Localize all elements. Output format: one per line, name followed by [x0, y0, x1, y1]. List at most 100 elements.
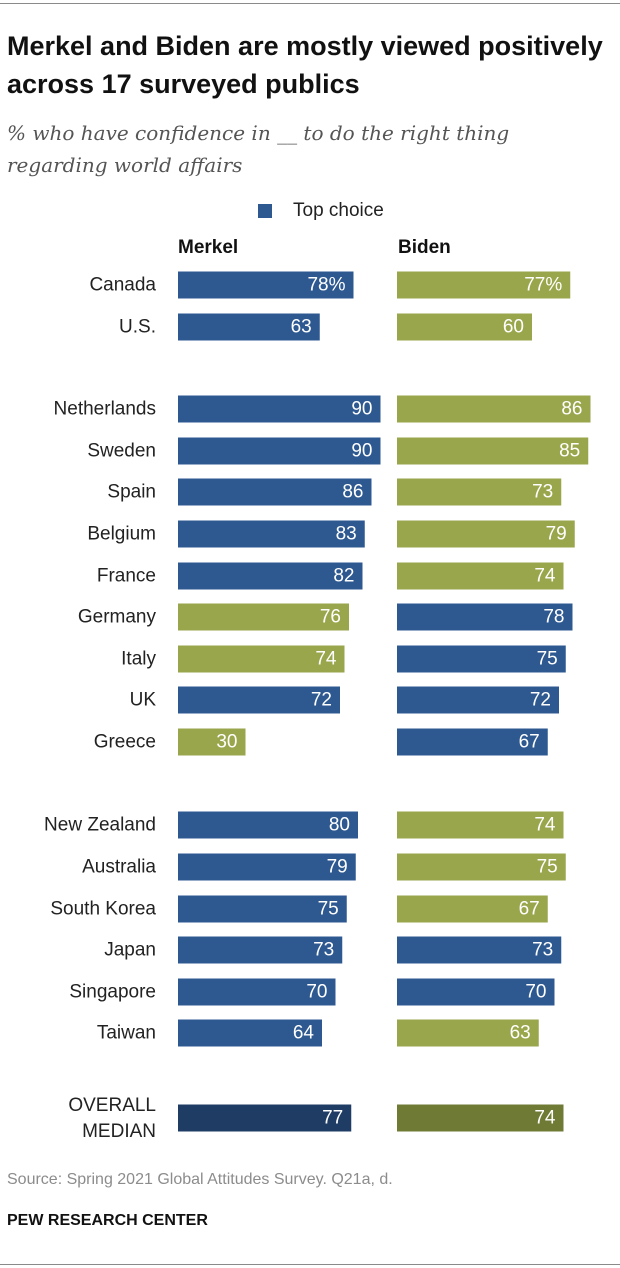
- merkel-spain-value-label: 86: [342, 482, 363, 503]
- biden-sweden-value-label: 85: [559, 441, 580, 462]
- merkel-japan-bar: [178, 936, 343, 964]
- biden-overall-median-bar: [397, 1104, 564, 1132]
- merkel-spain-bar: [178, 478, 372, 506]
- column-header-merkel: Merkel: [178, 237, 239, 258]
- merkel-new-zealand-bar: [178, 811, 358, 839]
- biden-uk-bar: [397, 686, 559, 714]
- merkel-france-bar: [178, 562, 363, 590]
- merkel-south-korea-value-label: 75: [318, 899, 339, 920]
- row-label-germany: Germany: [78, 607, 157, 628]
- row-label-taiwan: Taiwan: [97, 1023, 156, 1044]
- merkel-france-value-label: 82: [333, 566, 354, 587]
- biden-south-korea-value-label: 67: [519, 899, 540, 920]
- merkel-germany-value-label: 76: [320, 607, 341, 628]
- merkel-germany-bar: [178, 603, 349, 631]
- biden-france-value-label: 74: [534, 566, 556, 587]
- bottom-rule: [0, 1264, 620, 1265]
- biden-singapore-value-label: 70: [525, 982, 546, 1003]
- chart-title: Merkel and Biden are mostly viewed posit…: [7, 31, 603, 99]
- biden-japan-bar: [397, 936, 562, 964]
- row-label-south-korea: South Korea: [50, 899, 156, 920]
- biden-canada-bar: [397, 271, 571, 299]
- merkel-canada-value-label: 78%: [307, 275, 345, 296]
- biden-spain-value-label: 73: [532, 482, 553, 503]
- merkel-uk-value-label: 72: [311, 690, 332, 711]
- row-label-netherlands: Netherlands: [54, 399, 156, 420]
- merkel-uk-bar: [178, 686, 340, 714]
- biden-australia-value-label: 75: [537, 857, 558, 878]
- biden-australia-bar: [397, 853, 566, 881]
- biden-taiwan-bar: [397, 1019, 539, 1047]
- biden-belgium-value-label: 79: [546, 524, 567, 545]
- biden-u-s-value-label: 60: [503, 317, 524, 338]
- legend-label: Top choice: [293, 200, 384, 221]
- merkel-japan-value-label: 73: [313, 940, 334, 961]
- merkel-netherlands-value-label: 90: [351, 399, 372, 420]
- biden-south-korea-bar: [397, 895, 548, 923]
- biden-greece-value-label: 67: [519, 732, 540, 753]
- row-label-italy: Italy: [121, 649, 156, 670]
- organization-name: PEW RESEARCH CENTER: [7, 1212, 208, 1229]
- biden-uk-value-label: 72: [530, 690, 551, 711]
- biden-singapore-bar: [397, 978, 555, 1006]
- merkel-overall-median-value-label: 77: [322, 1108, 343, 1129]
- biden-netherlands-bar: [397, 395, 591, 423]
- merkel-u-s-bar: [178, 313, 320, 341]
- biden-italy-bar: [397, 645, 566, 673]
- biden-canada-value-label: 77%: [524, 275, 562, 296]
- row-label-australia: Australia: [82, 857, 156, 878]
- merkel-belgium-value-label: 83: [336, 524, 357, 545]
- biden-new-zealand-bar: [397, 811, 564, 839]
- merkel-canada-bar: [178, 271, 354, 299]
- row-label-overall-median: OVERALL MEDIAN: [68, 1095, 156, 1142]
- merkel-italy-value-label: 74: [315, 649, 337, 670]
- merkel-taiwan-value-label: 64: [293, 1023, 315, 1044]
- row-label-singapore: Singapore: [69, 982, 156, 1003]
- merkel-netherlands-bar: [178, 395, 381, 423]
- biden-u-s-bar: [397, 313, 532, 341]
- biden-overall-median-value-label: 74: [534, 1108, 556, 1129]
- biden-france-bar: [397, 562, 564, 590]
- biden-italy-value-label: 75: [537, 649, 558, 670]
- merkel-belgium-bar: [178, 520, 365, 548]
- merkel-overall-median-bar: [178, 1104, 352, 1132]
- merkel-greece-value-label: 30: [216, 732, 237, 753]
- merkel-new-zealand-value-label: 80: [329, 815, 350, 836]
- row-label-u-s: U.S.: [119, 317, 156, 338]
- merkel-sweden-bar: [178, 437, 381, 465]
- merkel-u-s-value-label: 63: [291, 317, 312, 338]
- row-label-uk: UK: [130, 690, 157, 711]
- row-label-spain: Spain: [107, 482, 156, 503]
- biden-japan-value-label: 73: [532, 940, 553, 961]
- row-label-canada: Canada: [89, 275, 156, 296]
- biden-germany-value-label: 78: [543, 607, 564, 628]
- row-label-belgium: Belgium: [87, 524, 156, 545]
- biden-sweden-bar: [397, 437, 589, 465]
- row-label-sweden: Sweden: [87, 441, 156, 462]
- biden-netherlands-value-label: 86: [561, 399, 582, 420]
- merkel-greece-bar: [178, 728, 246, 756]
- merkel-australia-value-label: 79: [327, 857, 348, 878]
- row-label-overall-median-line: OVERALL: [68, 1095, 156, 1116]
- biden-new-zealand-value-label: 74: [534, 815, 556, 836]
- row-label-france: France: [97, 566, 156, 587]
- biden-belgium-bar: [397, 520, 575, 548]
- row-label-overall-median-line: MEDIAN: [82, 1121, 156, 1142]
- biden-greece-bar: [397, 728, 548, 756]
- top-rule: [0, 3, 620, 4]
- biden-taiwan-value-label: 63: [510, 1023, 531, 1044]
- chart-subtitle: % who have confidence in __ to do the ri…: [7, 121, 510, 177]
- row-label-new-zealand: New Zealand: [44, 815, 156, 836]
- merkel-australia-bar: [178, 853, 356, 881]
- column-header-biden: Biden: [398, 237, 451, 258]
- merkel-singapore-value-label: 70: [306, 982, 327, 1003]
- row-label-greece: Greece: [94, 732, 156, 753]
- row-label-japan: Japan: [104, 940, 156, 961]
- merkel-italy-bar: [178, 645, 345, 673]
- legend-swatch-top-choice: [258, 204, 272, 218]
- merkel-singapore-bar: [178, 978, 336, 1006]
- merkel-south-korea-bar: [178, 895, 347, 923]
- source-note: Source: Spring 2021 Global Attitudes Sur…: [7, 1171, 393, 1188]
- merkel-sweden-value-label: 90: [351, 441, 372, 462]
